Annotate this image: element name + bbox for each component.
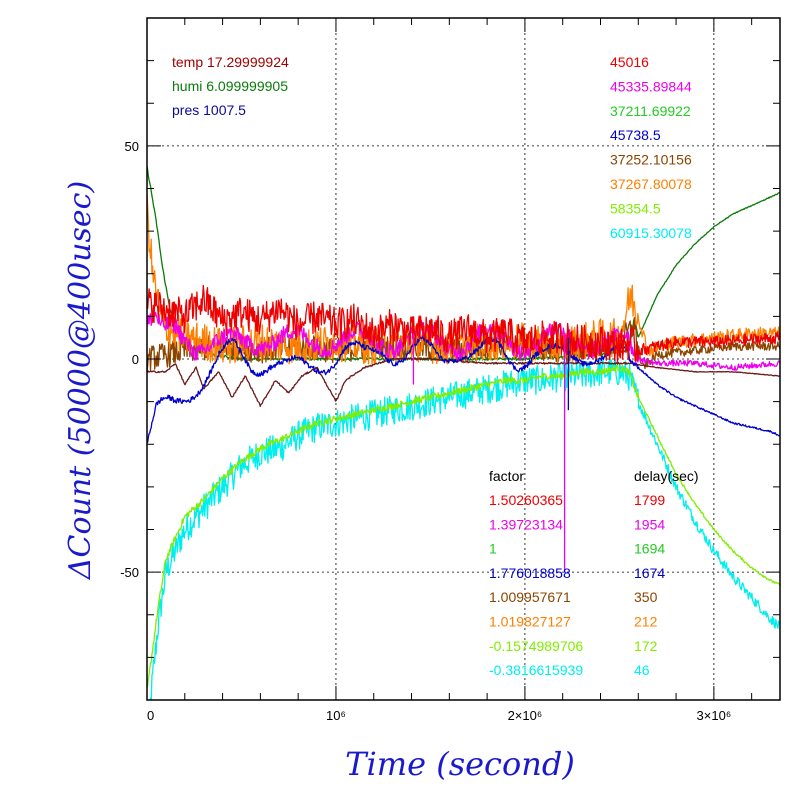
series-value-label-2: 37211.69922: [610, 103, 691, 119]
series-line-5: [147, 357, 780, 408]
series-value-label-5: 37267.80078: [610, 176, 692, 192]
factor-delay-table: factor delay(sec) 1.50260365 1799 1.397231…: [489, 468, 699, 678]
delay-value-5: 212: [634, 614, 658, 630]
factor-value-7: -0.3816615939: [489, 662, 583, 678]
delay-value-2: 1694: [634, 541, 665, 557]
y-tick-label-2: 50: [125, 139, 139, 154]
series-value-label-4: 37252.10156: [610, 152, 692, 168]
env-label-2: pres 1007.5: [172, 102, 246, 118]
series-line-0: [149, 357, 780, 700]
env-label-0: temp 17.29999924: [172, 54, 289, 70]
factor-value-1: 1.39723134: [489, 516, 563, 532]
factor-value-2: 1: [489, 541, 497, 557]
delay-value-0: 1799: [634, 492, 665, 508]
x-tick-label-2: 2×10⁶: [508, 708, 543, 723]
ticks: [146, 17, 780, 701]
series-value-label-1: 45335.89844: [610, 78, 692, 94]
factor-value-6: -0.1574989706: [489, 638, 583, 654]
delay-value-6: 172: [634, 638, 658, 654]
delay-header: delay(sec): [634, 468, 699, 484]
factor-value-0: 1.50260365: [489, 492, 563, 508]
delay-value-1: 1954: [634, 516, 665, 532]
series-line-8: [147, 284, 780, 364]
x-tick-label-0: 0: [147, 708, 154, 723]
factor-value-5: 1.019827127: [489, 614, 571, 630]
delay-value-4: 350: [634, 589, 658, 605]
y-axis-title: ΔCount (50000@400usec): [63, 181, 98, 580]
x-tick-label-3: 3×10⁶: [697, 708, 732, 723]
series-value-label-6: 58354.5: [610, 200, 661, 216]
env-labels: temp 17.29999924 humi 6.099999905 pres 100…: [172, 54, 289, 118]
x-axis-title: Time (second): [345, 745, 575, 783]
series-value-label-0: 45016: [610, 54, 649, 70]
env-label-1: humi 6.099999905: [172, 78, 288, 94]
tick-labels: 0 10⁶ 2×10⁶ 3×10⁶ -50 0 50: [120, 139, 731, 723]
series-value-labels: 45016 45335.89844 37211.69922 45738.5 37252.…: [610, 54, 692, 241]
series-value-label-3: 45738.5: [610, 127, 661, 143]
factor-value-3: 1.776018858: [489, 565, 571, 581]
series-line-1: [147, 364, 780, 689]
delay-value-7: 46: [634, 662, 650, 678]
factor-value-4: 1.009957671: [489, 589, 571, 605]
x-tick-label-1: 10⁶: [326, 708, 346, 723]
factor-header: factor: [489, 468, 524, 484]
y-tick-label-1: 0: [132, 352, 139, 367]
delay-value-3: 1674: [634, 565, 665, 581]
series-line-7: [147, 311, 780, 371]
series-layer: [147, 165, 780, 700]
series-value-label-7: 60915.30078: [610, 225, 692, 241]
series-line-6: [147, 335, 780, 443]
y-tick-label-0: -50: [120, 565, 139, 580]
